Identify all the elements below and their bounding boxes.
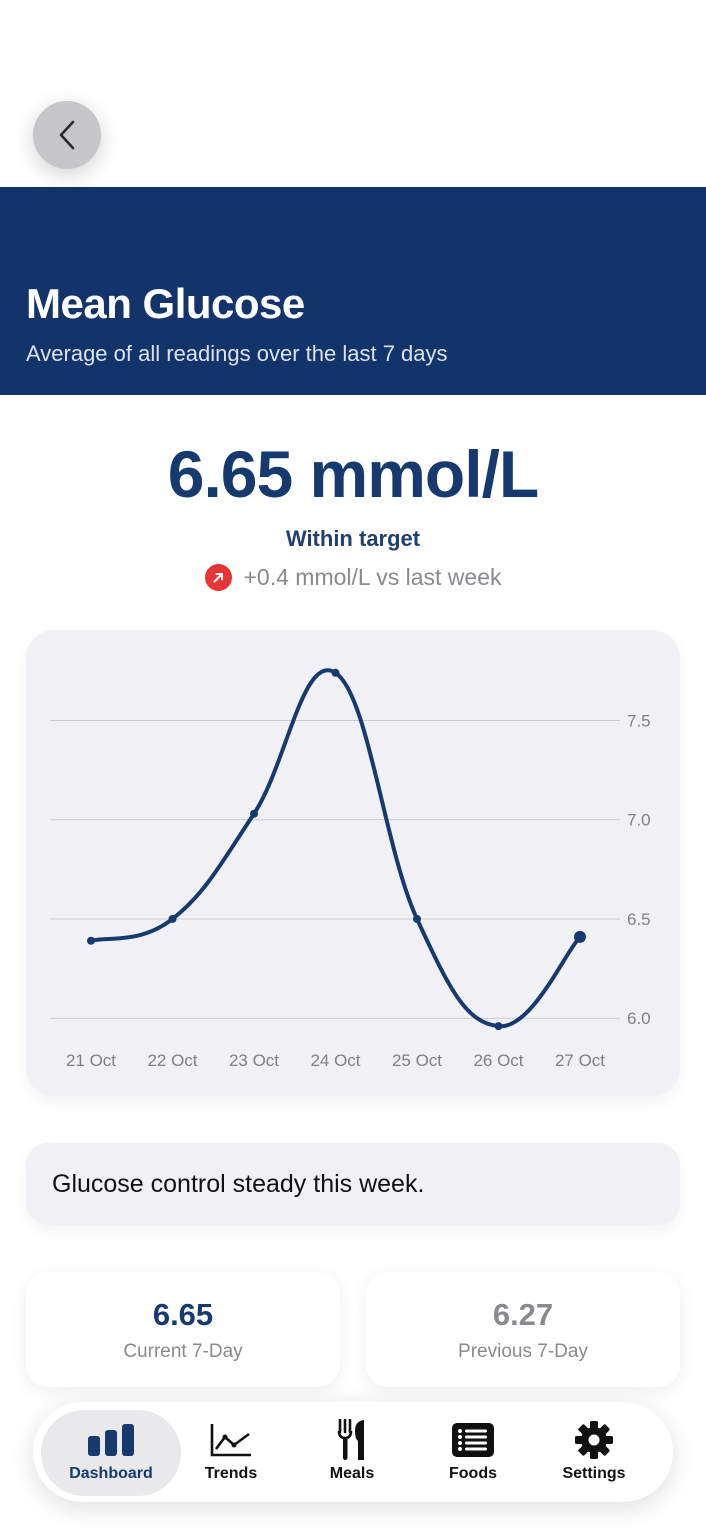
tab-settings[interactable]: Settings — [524, 1410, 664, 1496]
bar-chart-icon — [87, 1420, 135, 1460]
glucose-line-chart: 6.0 6.5 7.0 7.5 21 Oct 22 Oct 23 Oct 24 Oct 25 … — [50, 668, 651, 1070]
tab-trends[interactable]: Trends — [161, 1410, 301, 1496]
delta-text: +0.4 mmol/L vs last week — [243, 564, 502, 590]
data-point — [87, 936, 95, 945]
delta-row: +0.4 mmol/L vs last week — [0, 564, 706, 591]
chart-card: 6.0 6.5 7.0 7.5 21 Oct 22 Oct 23 Oct 24 Oct 25 … — [26, 630, 680, 1096]
header-banner — [0, 187, 706, 395]
data-point — [168, 914, 177, 923]
status-label: Within target — [285, 526, 421, 551]
y-tick-label: 6.5 — [627, 910, 651, 929]
mean-glucose-value: 6.65 mmol/L — [167, 437, 539, 511]
current-7-day-label: Current 7-Day — [123, 1341, 243, 1362]
x-tick-label: 24 Oct — [310, 1051, 360, 1070]
tab-bar: Dashboard Trends Meals — [33, 1402, 673, 1502]
previous-7-day-card: 6.27 Previous 7-Day — [366, 1272, 680, 1387]
previous-7-day-label: Previous 7-Day — [458, 1341, 588, 1362]
tab-trends-label: Trends — [204, 1465, 258, 1482]
tab-settings-label: Settings — [562, 1465, 626, 1482]
chevron-left-icon — [59, 120, 75, 150]
tab-foods-label: Foods — [449, 1465, 497, 1482]
x-tick-label: 27 Oct — [555, 1051, 605, 1070]
tab-meals[interactable]: Meals — [282, 1410, 422, 1496]
insight-text: Glucose control steady this week. — [52, 1170, 425, 1198]
y-tick-label: 7.0 — [627, 811, 651, 830]
x-tick-label: 21 Oct — [66, 1051, 116, 1070]
current-7-day-value: 6.65 — [152, 1297, 214, 1332]
y-tick-label: 6.0 — [627, 1009, 651, 1028]
page-title: Mean Glucose — [26, 280, 305, 327]
page-subtitle: Average of all readings over the last 7 … — [26, 341, 448, 366]
current-7-day-card: 6.65 Current 7-Day — [26, 1272, 340, 1387]
x-tick-label: 22 Oct — [147, 1051, 197, 1070]
y-tick-label: 7.5 — [627, 711, 651, 730]
x-tick-label: 26 Oct — [473, 1051, 523, 1070]
tab-dashboard-label: Dashboard — [69, 1465, 153, 1482]
data-point — [494, 1022, 503, 1031]
insight-card: Glucose control steady this week. — [26, 1143, 680, 1225]
tab-foods[interactable]: Foods — [403, 1410, 543, 1496]
arrow-up-right-icon — [204, 564, 232, 591]
tab-meals-label: Meals — [329, 1465, 375, 1482]
line-chart-icon — [209, 1420, 253, 1460]
tab-dashboard[interactable]: Dashboard — [41, 1410, 181, 1496]
series-line — [89, 668, 582, 1029]
data-point — [574, 930, 586, 943]
data-point — [331, 668, 340, 677]
list-icon — [452, 1420, 494, 1460]
x-tick-label: 23 Oct — [229, 1051, 279, 1070]
gear-icon — [574, 1420, 614, 1460]
data-point — [413, 914, 421, 923]
data-point — [250, 809, 258, 818]
back-button[interactable] — [33, 101, 101, 169]
previous-7-day-value: 6.27 — [492, 1297, 554, 1332]
x-tick-label: 25 Oct — [392, 1051, 442, 1070]
fork-knife-icon — [337, 1419, 367, 1460]
